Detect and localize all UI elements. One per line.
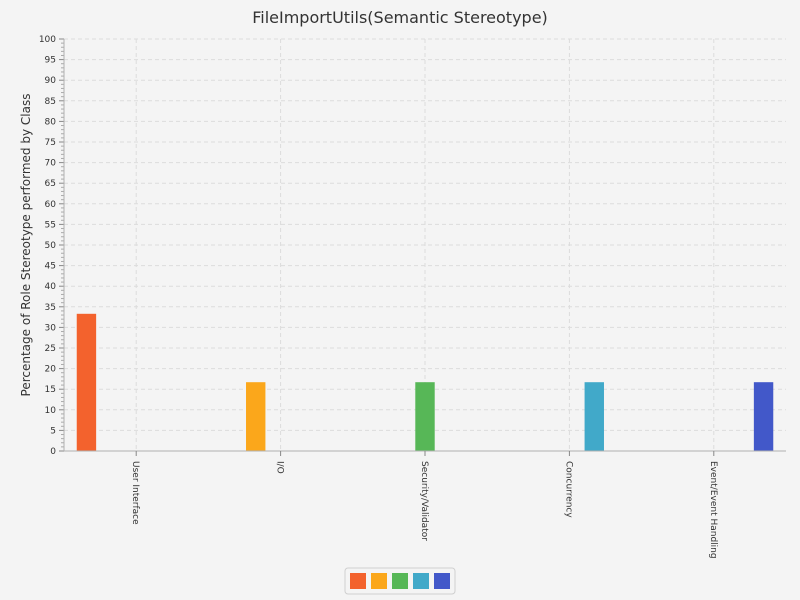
legend-swatch xyxy=(434,573,450,589)
y-tick-label: 20 xyxy=(45,365,57,375)
bars xyxy=(76,313,774,451)
y-tick-label: 75 xyxy=(45,138,56,148)
y-tick-label: 30 xyxy=(45,323,57,333)
y-tick-label: 55 xyxy=(45,220,56,230)
x-tick-label: Concurrency xyxy=(563,461,573,518)
y-tick-label: 70 xyxy=(45,159,57,169)
legend-swatch xyxy=(392,573,408,589)
y-tick-label: 90 xyxy=(45,76,57,86)
chart-title: FileImportUtils(Semantic Stereotype) xyxy=(252,8,548,27)
y-tick-label: 85 xyxy=(45,97,56,107)
legend-swatch xyxy=(413,573,429,589)
y-tick-label: 100 xyxy=(39,35,56,45)
x-tick-label: Event/Event Handling xyxy=(708,461,718,559)
y-tick-label: 60 xyxy=(45,200,57,210)
x-tick-label: I/O xyxy=(275,461,285,474)
x-tick-label: User Interface xyxy=(130,461,140,525)
x-tick-label: Security/Validator xyxy=(419,461,429,541)
legend xyxy=(344,567,456,595)
bar[interactable] xyxy=(76,313,97,451)
y-tick-label: 10 xyxy=(45,406,57,416)
bar[interactable] xyxy=(584,382,604,451)
y-tick-label: 65 xyxy=(45,179,56,189)
legend-swatch xyxy=(350,573,366,589)
y-tick-label: 45 xyxy=(45,262,56,272)
y-tick-label: 95 xyxy=(45,56,56,66)
legend-swatch xyxy=(371,573,387,589)
y-tick-label: 40 xyxy=(45,282,57,292)
y-tick-label: 35 xyxy=(45,303,56,313)
y-tick-label: 25 xyxy=(45,344,56,354)
grid xyxy=(64,38,786,451)
y-tick-label: 5 xyxy=(50,426,56,436)
y-tick-label: 15 xyxy=(45,385,56,395)
y-tick-label: 0 xyxy=(50,447,56,457)
axes: 0 5 10 15 20 25 30 35 40 45 50 55 60 65 70 75 80 85 90 95 10… xyxy=(39,35,786,559)
bar[interactable] xyxy=(246,382,266,451)
bar[interactable] xyxy=(415,382,435,451)
bar[interactable] xyxy=(753,382,774,451)
y-tick-label: 50 xyxy=(45,241,57,251)
y-tick-label: 80 xyxy=(45,117,57,127)
y-axis-label: Percentage of Role Stereotype performed … xyxy=(19,94,33,397)
